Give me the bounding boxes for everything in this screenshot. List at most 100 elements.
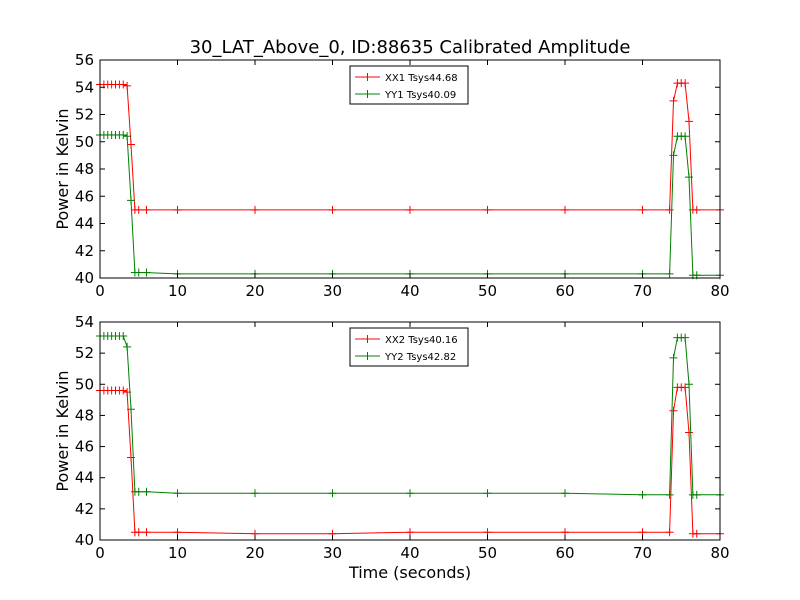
- data-point: [123, 81, 132, 90]
- data-point: [173, 489, 182, 498]
- data-point: [251, 205, 259, 214]
- data-point: [685, 380, 693, 389]
- data-point: [681, 333, 690, 342]
- x-tick-label: 40: [400, 282, 419, 300]
- y-tick-label: 52: [75, 106, 94, 124]
- data-point: [665, 490, 674, 499]
- data-point: [638, 490, 647, 499]
- legend: XX1 Tsys44.68 YY1 Tsys40.09: [349, 65, 469, 105]
- data-point: [669, 353, 678, 362]
- data-point: [142, 268, 151, 277]
- series-2-1: [96, 383, 724, 538]
- data-point: [119, 80, 128, 89]
- legend-box: [349, 327, 469, 367]
- data-point: [134, 205, 143, 214]
- data-point: [119, 332, 128, 341]
- data-point: [692, 490, 701, 499]
- chart-title: 30_LAT_Above_0, ID:88635 Calibrated Ampl…: [190, 37, 631, 58]
- y-tick-label: 50: [75, 133, 94, 151]
- data-point: [127, 196, 135, 205]
- data-point: [123, 132, 132, 141]
- data-point: [406, 489, 414, 498]
- x-tick-label: 60: [555, 282, 574, 300]
- data-point: [685, 173, 693, 182]
- y-axis-label: Power in Kelvin: [53, 370, 72, 491]
- series-line: [100, 134, 720, 276]
- data-point: [681, 132, 690, 141]
- data-point: [669, 151, 678, 160]
- subplot-1: 0 10 20 30 40 50 60 70 80 40 42 44 46 48 50 52 54 56 Power…: [53, 51, 730, 300]
- x-axis-label: Time (seconds): [348, 563, 471, 582]
- x-tick-label: 70: [633, 544, 652, 562]
- data-point: [483, 528, 492, 537]
- data-point: [251, 489, 259, 498]
- series-2-2: [96, 332, 724, 499]
- data-point: [685, 117, 693, 126]
- x-tick-label: 50: [478, 544, 497, 562]
- data-point: [406, 205, 414, 214]
- data-point: [127, 140, 135, 149]
- legend-swatch-marker: [363, 352, 372, 360]
- data-point: [692, 205, 701, 214]
- data-point: [669, 96, 678, 105]
- x-tick-label: 10: [168, 544, 187, 562]
- data-point: [681, 79, 690, 88]
- x-tick-label: 0: [95, 544, 105, 562]
- legend-swatch-marker: [363, 90, 372, 98]
- y-tick-label: 52: [75, 344, 94, 362]
- x-tick-label: 20: [245, 282, 264, 300]
- legend-box: [349, 65, 469, 105]
- y-axis-label: Power in Kelvin: [53, 108, 72, 229]
- x-tick-label: 20: [245, 544, 264, 562]
- data-point: [328, 489, 337, 498]
- x-tick-label: 80: [710, 282, 729, 300]
- data-point: [665, 528, 674, 537]
- data-point: [638, 205, 647, 214]
- data-point: [665, 205, 674, 214]
- series-1-1: [96, 79, 724, 214]
- data-point: [561, 528, 569, 537]
- y-tick-label: 46: [75, 187, 94, 205]
- y-tick-label: 40: [75, 531, 94, 549]
- y-tick-label: 44: [75, 215, 94, 233]
- series-1-2: [96, 130, 724, 280]
- legend-swatch-marker: [363, 335, 372, 343]
- y-tick-label: 48: [75, 406, 94, 424]
- data-point: [483, 205, 492, 214]
- x-tick-label: 70: [633, 282, 652, 300]
- data-point: [142, 528, 151, 537]
- data-point: [561, 489, 569, 498]
- data-point: [561, 205, 569, 214]
- data-point: [692, 529, 701, 538]
- data-point: [134, 487, 143, 496]
- legend-swatch-marker: [363, 73, 372, 81]
- subplot-2: 0 10 20 30 40 50 60 70 80 40 42 44 46 48 50 52 54 Power i…: [53, 313, 730, 562]
- data-point: [119, 386, 128, 395]
- data-point: [134, 528, 143, 537]
- data-point: [142, 487, 151, 496]
- y-tick-label: 42: [75, 500, 94, 518]
- y-tick-label: 56: [75, 51, 94, 69]
- y-tick-label: 40: [75, 269, 94, 287]
- y-tick-label: 54: [75, 313, 94, 331]
- y-tick-label: 42: [75, 242, 94, 260]
- x-tick-label: 10: [168, 282, 187, 300]
- data-point: [173, 528, 182, 537]
- x-tick-label: 30: [323, 544, 342, 562]
- y-tick-label: 54: [75, 78, 94, 96]
- data-point: [669, 406, 678, 415]
- series-line: [100, 386, 720, 535]
- x-tick-label: 0: [95, 282, 105, 300]
- data-point: [483, 489, 492, 498]
- data-point: [685, 428, 693, 437]
- data-point: [119, 130, 128, 139]
- x-tick-label: 40: [400, 544, 419, 562]
- legend-entry: XX2 Tsys40.16: [385, 335, 458, 346]
- legend-entry: XX1 Tsys44.68: [385, 73, 458, 84]
- data-point: [134, 268, 143, 277]
- legend: XX2 Tsys40.16 YY2 Tsys42.82: [349, 327, 469, 367]
- data-point: [123, 342, 132, 351]
- x-tick-label: 80: [710, 544, 729, 562]
- data-point: [665, 269, 674, 278]
